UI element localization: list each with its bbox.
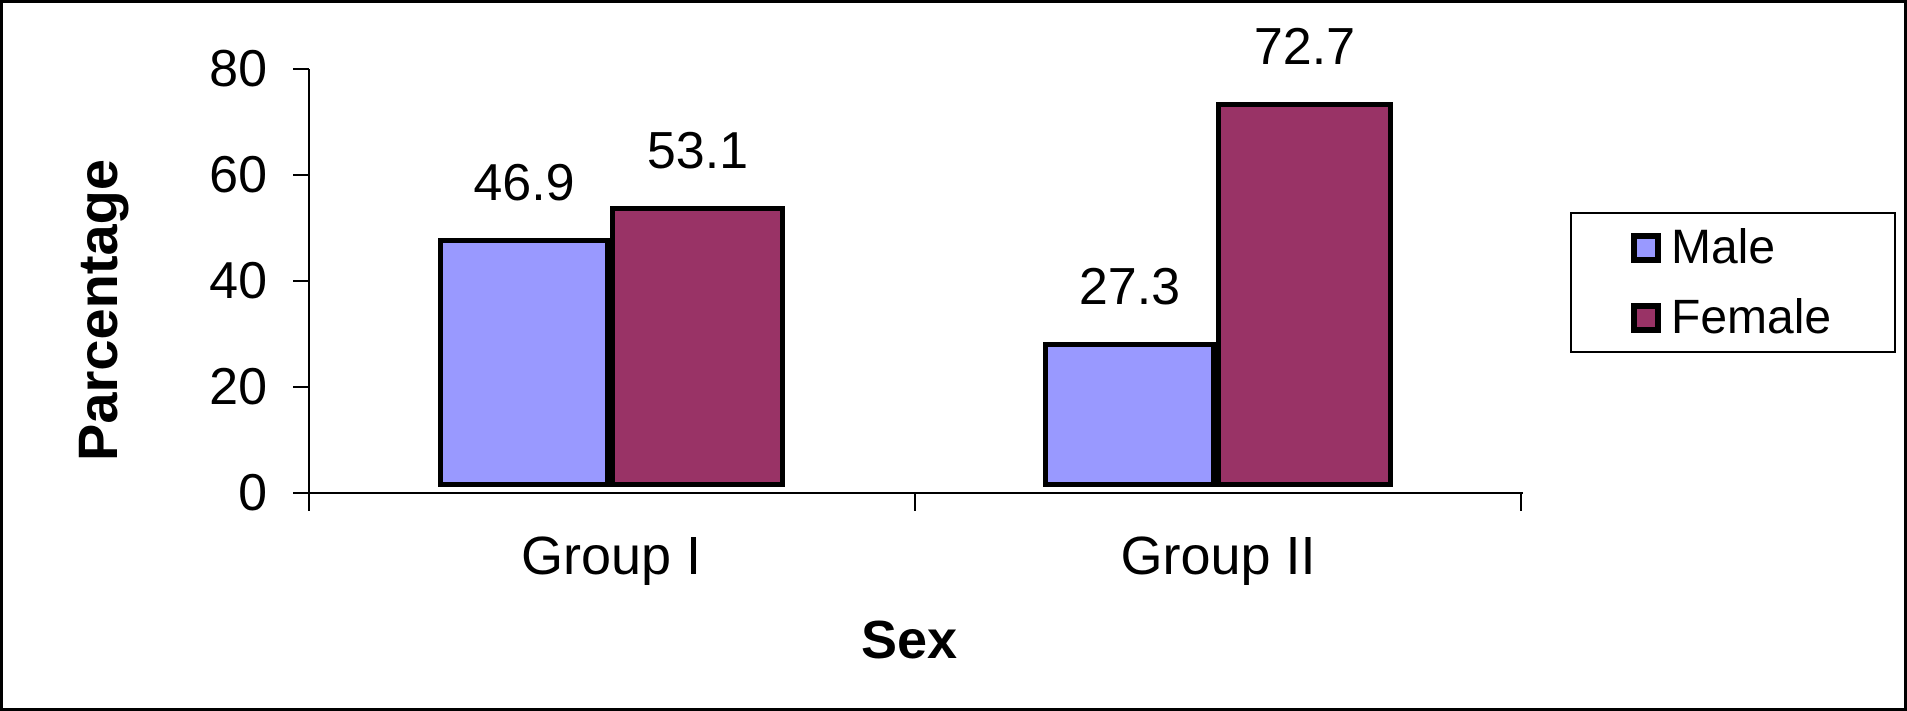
y-tick-mark bbox=[293, 280, 309, 282]
y-tick-label: 20 bbox=[209, 358, 267, 416]
bar-group2-female bbox=[1216, 102, 1393, 487]
y-axis-title: Parcentage bbox=[66, 159, 129, 461]
legend-item-female: Female bbox=[1631, 292, 1831, 344]
legend-label-female: Female bbox=[1671, 291, 1832, 344]
y-tick-mark bbox=[293, 68, 309, 70]
bar-group2-male bbox=[1043, 342, 1216, 487]
legend bbox=[1570, 212, 1896, 353]
y-axis-line bbox=[308, 69, 310, 511]
y-tick-mark bbox=[293, 386, 309, 388]
x-tick-mark bbox=[308, 493, 310, 511]
female-swatch-icon bbox=[1631, 303, 1661, 333]
y-tick-label: 60 bbox=[209, 146, 267, 204]
legend-item-male: Male bbox=[1631, 222, 1775, 274]
x-tick-mark bbox=[914, 493, 916, 511]
male-swatch-icon bbox=[1631, 233, 1661, 263]
legend-label-male: Male bbox=[1671, 221, 1776, 274]
bar-group1-female bbox=[610, 206, 785, 487]
value-label-group1-female: 53.1 bbox=[646, 121, 749, 180]
value-label-group2-female: 72.7 bbox=[1253, 17, 1356, 76]
y-tick-label: 80 bbox=[209, 40, 267, 98]
category-label-group1: Group I bbox=[520, 526, 702, 586]
x-axis-title: Sex bbox=[860, 610, 958, 670]
value-label-group1-male: 46.9 bbox=[473, 154, 575, 213]
category-label-group2: Group II bbox=[1120, 526, 1316, 586]
y-tick-mark bbox=[293, 492, 309, 494]
y-tick-label: 40 bbox=[209, 252, 267, 310]
bar-group1-male bbox=[438, 238, 610, 487]
y-tick-label: 0 bbox=[238, 464, 267, 522]
value-label-group2-male: 27.3 bbox=[1078, 258, 1181, 317]
y-tick-mark bbox=[293, 174, 309, 176]
x-tick-mark bbox=[1520, 493, 1522, 511]
